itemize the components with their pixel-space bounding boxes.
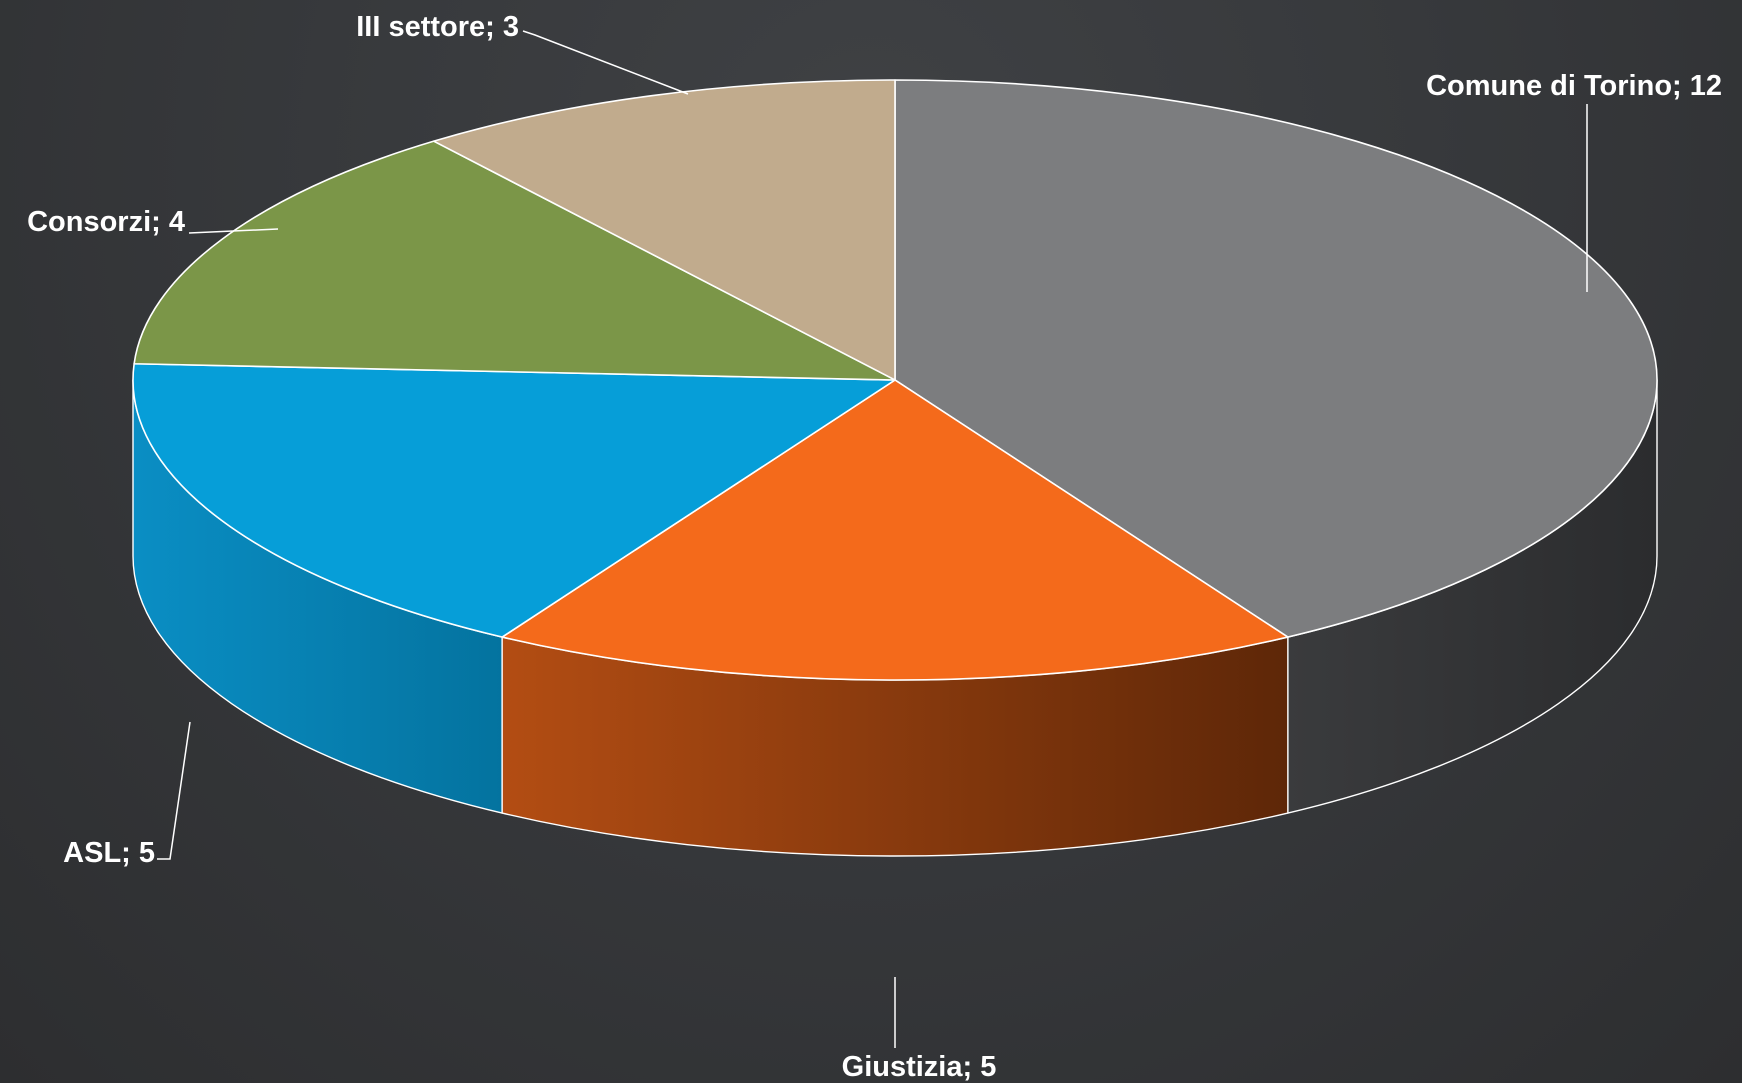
leader-line-consorzi (188, 228, 279, 234)
pie-slice-consorzi (133, 140, 896, 381)
pie-slice-giustizia (501, 379, 1289, 681)
data-label-iii-settore: III settore; 3 (356, 11, 519, 43)
pie-slice-iii-settore (433, 79, 896, 381)
pie-labels: Comune di Torino; 12 Giustizia; 5 ASL; 5 Co… (27, 11, 1722, 1083)
pie-slice-comune-di-torino (894, 79, 1658, 638)
pie-tops (132, 79, 1658, 681)
leader-line-asl (157, 721, 191, 860)
data-label-consorzi: Consorzi; 4 (27, 206, 185, 238)
data-label-comune-di-torino: Comune di Torino; 12 (1426, 70, 1722, 102)
data-label-asl: ASL; 5 (63, 837, 155, 869)
data-label-giustizia: Giustizia; 5 (842, 1051, 997, 1083)
pie-slice-asl (132, 362, 896, 638)
leader-line-iii-settore (522, 30, 689, 95)
